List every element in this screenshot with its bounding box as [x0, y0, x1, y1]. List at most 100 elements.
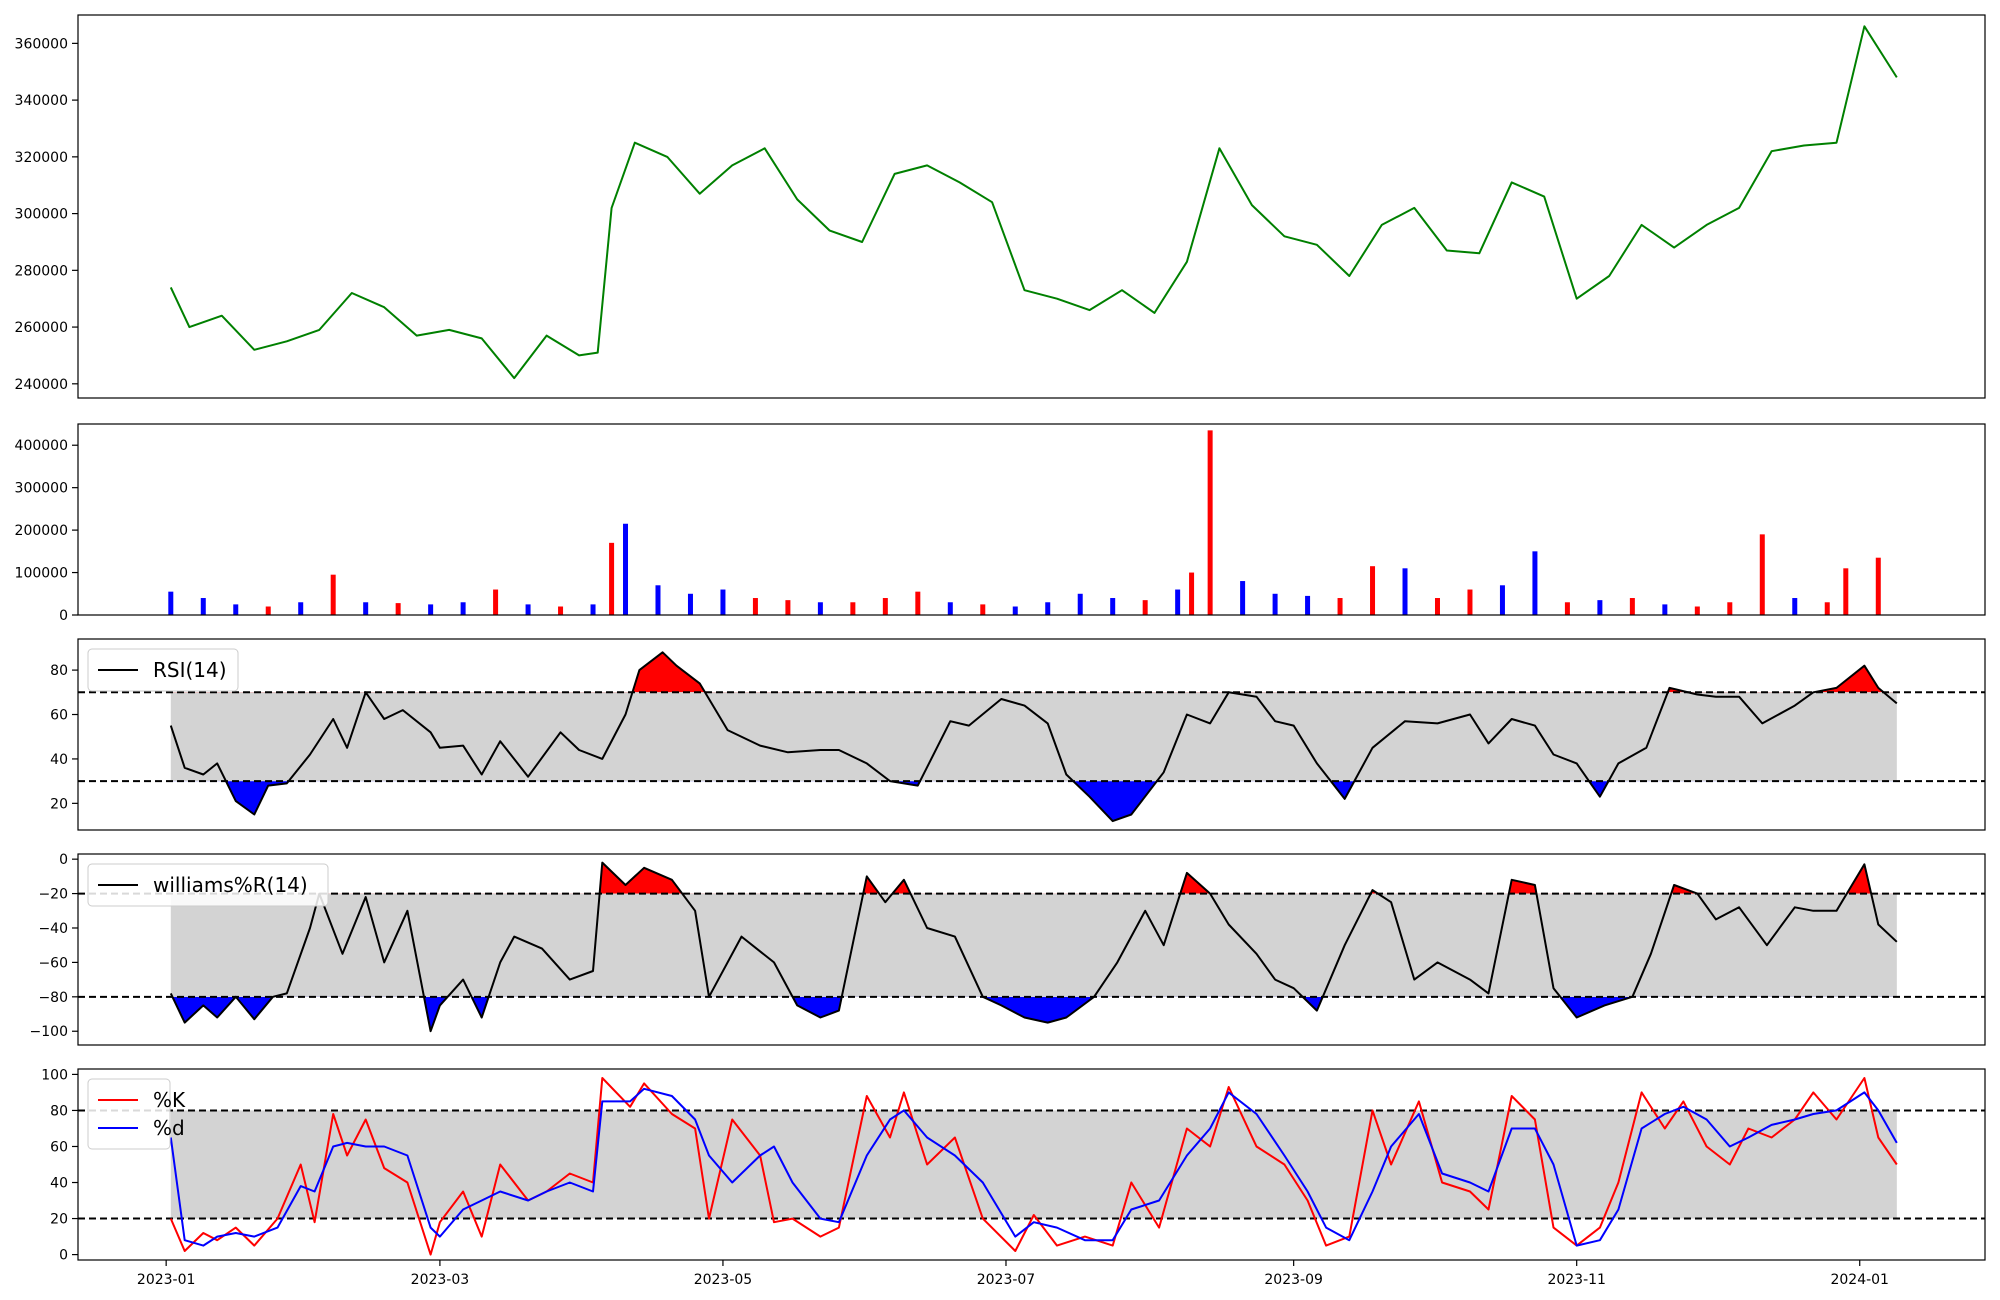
volume-bar — [817, 602, 823, 615]
panel-frame — [77, 853, 1986, 1046]
y-tick-label: 360000 — [15, 36, 68, 52]
volume-bar — [1662, 604, 1668, 615]
volume-bar — [915, 591, 921, 615]
plot-area — [78, 651, 1985, 823]
volume-bar — [850, 602, 856, 615]
volume-bar — [1792, 598, 1798, 615]
y-tick-label: −80 — [38, 990, 68, 1006]
panel-stochastic: 0 20 40 60 80 100 %K %d — [41, 1067, 1986, 1264]
volume-bar — [1337, 598, 1343, 615]
y-tick-label: 80 — [50, 1103, 68, 1119]
volume-bar — [947, 602, 953, 615]
volume-bar — [298, 602, 304, 615]
x-tick-label: 2024-01 — [1830, 1272, 1889, 1288]
y-tick-label: −60 — [38, 955, 68, 971]
plot-area — [78, 861, 1985, 1033]
y-tick-label: 260000 — [15, 320, 68, 336]
volume-bar — [1824, 602, 1830, 615]
y-tick-label: −20 — [38, 887, 68, 903]
y-tick-label: 100000 — [15, 566, 68, 582]
volume-bar — [168, 591, 174, 615]
volume-bar — [1207, 430, 1213, 615]
volume-bar — [1597, 600, 1603, 615]
volume-bar — [1564, 602, 1570, 615]
volume-bar — [395, 603, 401, 615]
y-tick-label: 80 — [50, 663, 68, 679]
panel-rsi: 20 40 60 80 RSI(14) — [50, 638, 1986, 831]
volume-bar — [1189, 572, 1195, 615]
volume-bar — [590, 604, 596, 615]
volume-bar — [1629, 598, 1635, 615]
stochastic-series-line-1 — [169, 1087, 1898, 1247]
volume-bar — [1240, 581, 1246, 615]
volume-bar — [785, 600, 791, 615]
y-tick-label: 60 — [50, 708, 68, 724]
volume-bar — [1694, 606, 1700, 615]
legend-label: RSI(14) — [153, 658, 227, 682]
y-tick-label: 280000 — [15, 263, 68, 279]
y-tick-label: 240000 — [15, 377, 68, 393]
x-tick-label: 2023-05 — [694, 1272, 753, 1288]
volume-bar — [1499, 585, 1505, 615]
volume-bar — [1175, 589, 1181, 615]
legend: %K %d — [87, 1078, 186, 1150]
volume-bar — [1434, 598, 1440, 615]
panel-frame — [77, 638, 1986, 831]
volume-bar — [493, 589, 499, 615]
legend-box — [87, 648, 239, 692]
volume-bar — [1402, 568, 1408, 615]
volume-bar — [1110, 598, 1116, 615]
legend-box — [87, 863, 329, 907]
y-tick-label: 60 — [50, 1139, 68, 1155]
y-tick-label: 100 — [41, 1067, 68, 1083]
y-tick-label: 200000 — [15, 523, 68, 539]
volume-bar — [428, 604, 434, 615]
volume-bar — [1045, 602, 1051, 615]
volume-bar — [330, 574, 336, 615]
y-tick-label: 400000 — [15, 438, 68, 454]
legend-box — [87, 1078, 171, 1150]
volume-bar — [265, 606, 271, 615]
volume-bar — [1875, 557, 1881, 615]
panel-frame — [77, 423, 1986, 616]
volume-bar — [233, 604, 239, 615]
volume-bar — [1467, 589, 1473, 615]
volume-bar — [1727, 602, 1733, 615]
volume-bar — [1142, 600, 1148, 615]
neutral-band — [170, 1110, 1897, 1219]
y-tick-label: 40 — [50, 1176, 68, 1192]
volume-bar — [1532, 551, 1538, 615]
volume-bar — [200, 598, 206, 615]
volume-bar — [882, 598, 888, 615]
y-tick-label: 300000 — [15, 207, 68, 223]
volume-bar — [655, 585, 661, 615]
volume-bar — [623, 523, 629, 615]
neutral-band — [170, 692, 1897, 782]
y-tick-label: 20 — [50, 1212, 68, 1228]
x-tick-label: 2023-01 — [137, 1272, 196, 1288]
volume-bar — [1759, 534, 1765, 615]
legend-label: %K — [153, 1088, 186, 1112]
plot-area — [78, 1077, 1985, 1256]
y-tick-label: 0 — [59, 608, 68, 624]
y-tick-label: 320000 — [15, 150, 68, 166]
x-tick-label: 2023-07 — [977, 1272, 1036, 1288]
volume-bar — [687, 593, 693, 615]
plot-area — [168, 430, 1881, 615]
y-tick-label: 340000 — [15, 93, 68, 109]
volume-bar — [558, 606, 564, 615]
panel-frame — [77, 1068, 1986, 1261]
volume-bar — [1370, 566, 1376, 615]
rsi-series-line — [169, 651, 1898, 823]
y-tick-label: 0 — [59, 1248, 68, 1264]
volume-bar — [720, 589, 726, 615]
legend: williams%R(14) — [87, 863, 329, 907]
y-tick-label: −40 — [38, 921, 68, 937]
y-tick-label: 20 — [50, 796, 68, 812]
panel-price: 240000 260000 280000 300000 320000 340000 3600… — [15, 14, 1986, 399]
volume-bar — [980, 604, 986, 615]
x-tick-label: 2023-03 — [411, 1272, 470, 1288]
legend-label: %d — [153, 1116, 185, 1140]
y-tick-label: −100 — [30, 1024, 68, 1040]
oversold-fill — [170, 996, 1897, 1032]
